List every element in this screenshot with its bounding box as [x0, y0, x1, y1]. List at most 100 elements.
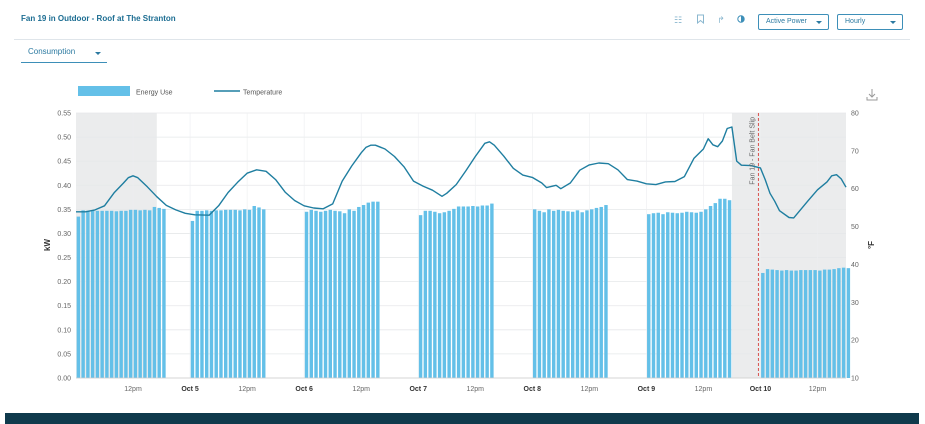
y-axis-label-left: kW — [43, 239, 52, 251]
energy-bar — [713, 203, 718, 378]
energy-bar — [357, 206, 361, 378]
energy-bar — [361, 205, 366, 378]
energy-bar — [827, 269, 832, 378]
energy-bar — [818, 270, 822, 378]
x-tick-label: 12pm — [695, 386, 713, 393]
grid-icon[interactable]: ☷ — [673, 15, 683, 25]
energy-bar — [76, 216, 81, 378]
contrast-icon[interactable] — [735, 14, 747, 26]
y-tick-label-left: 0.35 — [57, 207, 71, 214]
temperature-line — [76, 126, 847, 219]
energy-bar — [418, 215, 423, 378]
energy-bar — [727, 200, 732, 378]
energy-bar — [162, 208, 166, 378]
energy-bar — [433, 211, 437, 378]
legend-label-temperature: Temperature — [243, 90, 282, 97]
energy-bar — [214, 210, 218, 378]
energy-bar — [604, 205, 608, 378]
energy-bar — [666, 212, 670, 378]
interval-select-value: Hourly — [845, 18, 866, 25]
energy-bar — [124, 210, 128, 378]
energy-bar — [219, 210, 223, 378]
energy-bar — [314, 210, 318, 378]
energy-bar — [661, 214, 665, 378]
energy-bar — [846, 268, 851, 378]
energy-bar — [247, 209, 252, 378]
download-icon[interactable] — [866, 89, 878, 101]
energy-bar — [808, 270, 813, 378]
x-tick-label: Oct 7 — [409, 386, 427, 393]
energy-bar — [475, 206, 480, 378]
energy-bar — [105, 210, 109, 378]
y-tick-label-left: 0.30 — [57, 231, 71, 238]
energy-bar — [480, 205, 485, 378]
energy-bar — [570, 211, 575, 378]
energy-bar — [109, 210, 114, 378]
energy-bar — [428, 210, 432, 378]
chevron-down-icon — [95, 52, 101, 55]
energy-bar — [371, 201, 375, 378]
metric-select-value: Active Power — [766, 18, 807, 25]
y-tick-label-right: 10 — [851, 376, 859, 383]
energy-bar — [532, 209, 537, 378]
share-icon[interactable]: ↱ — [717, 15, 725, 25]
y-tick-label-left: 0.50 — [57, 135, 71, 142]
y-tick-label-right: 70 — [851, 148, 859, 155]
annotation-label: Fan 19 - Fan Belt Slip — [749, 117, 756, 185]
energy-bar — [119, 210, 123, 378]
energy-bar — [157, 207, 161, 378]
chevron-down-icon — [890, 21, 896, 24]
y-tick-label-right: 20 — [851, 338, 859, 345]
energy-bar — [342, 213, 347, 378]
y-tick-label-right: 30 — [851, 300, 859, 307]
energy-bar — [114, 211, 119, 378]
shaded-region — [731, 113, 846, 378]
x-tick-label: 12pm — [581, 386, 599, 393]
y-tick-label-left: 0.10 — [57, 327, 71, 334]
header-bar: Fan 19 in Outdoor - Roof at The Stranton… — [0, 0, 925, 40]
x-tick-label: Oct 6 — [295, 386, 313, 393]
energy-bar — [143, 209, 147, 378]
energy-bar — [780, 270, 784, 378]
energy-bar — [224, 209, 228, 378]
energy-bar — [594, 207, 599, 378]
energy-bar — [471, 205, 475, 378]
energy-bar — [694, 212, 698, 378]
energy-bar — [551, 210, 556, 378]
energy-bar — [704, 209, 708, 378]
energy-bar — [376, 201, 380, 378]
y-axis-label-right: °F — [867, 241, 876, 249]
metric-select[interactable]: Active Power — [758, 14, 829, 30]
energy-bar — [647, 214, 651, 378]
energy-bar — [580, 212, 584, 378]
interval-select[interactable]: Hourly — [837, 14, 903, 30]
energy-bar — [152, 206, 157, 378]
energy-bar — [547, 209, 551, 378]
y-tick-label-left: 0.55 — [57, 111, 71, 118]
energy-bar — [813, 270, 817, 378]
energy-bar — [794, 270, 798, 378]
energy-bar — [585, 210, 589, 378]
energy-bar — [195, 210, 199, 378]
bookmark-icon[interactable] — [694, 14, 706, 26]
page-title: Fan 19 in Outdoor - Roof at The Stranton — [21, 14, 176, 23]
y-tick-label-left: 0.25 — [57, 255, 71, 262]
energy-bar — [86, 210, 90, 378]
energy-bar — [366, 202, 371, 378]
energy-bar — [537, 210, 542, 378]
energy-bar — [699, 211, 703, 378]
x-tick-label: 12pm — [809, 386, 827, 393]
energy-bar — [599, 206, 603, 378]
chevron-down-icon — [816, 21, 822, 24]
energy-temperature-chart: Fan 19 - Fan Belt Slip 0.00 0.05 0.10 0.15 0… — [43, 86, 878, 393]
energy-bar — [442, 212, 447, 378]
y-tick-label-right: 50 — [851, 224, 859, 231]
y-tick-label-right: 40 — [851, 262, 859, 269]
y-tick-label-right: 60 — [851, 186, 859, 193]
energy-bar — [822, 269, 827, 378]
energy-bar — [566, 211, 570, 378]
y-tick-label-left: 0.45 — [57, 159, 71, 166]
view-select[interactable]: Consumption — [21, 43, 107, 63]
energy-bar — [832, 269, 836, 378]
energy-bar — [252, 205, 256, 378]
